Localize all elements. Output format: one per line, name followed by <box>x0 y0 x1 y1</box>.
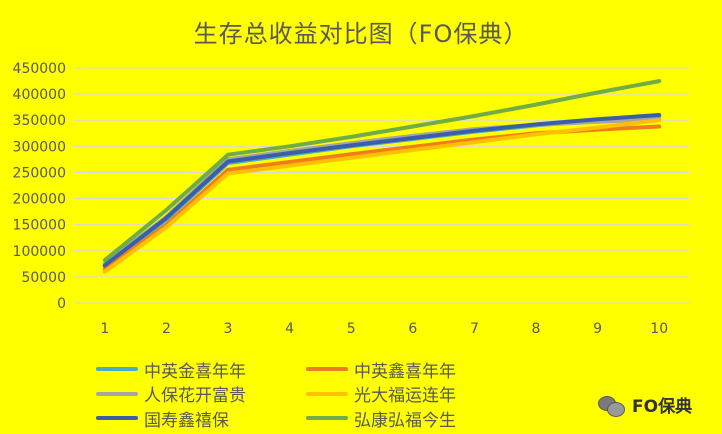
x-tick-label: 6 <box>408 321 417 337</box>
x-tick-label: 7 <box>470 321 479 337</box>
legend-item: 人保花开富贵 <box>96 383 306 407</box>
x-tick-label: 1 <box>100 321 109 337</box>
x-tick-label: 3 <box>224 321 233 337</box>
y-tick-label: 0 <box>57 296 66 312</box>
legend-item: 中英金喜年年 <box>96 358 306 382</box>
x-tick-label: 5 <box>347 321 356 337</box>
y-tick-label: 100000 <box>13 244 66 260</box>
series-line <box>102 113 662 268</box>
legend-label: 光大福运连年 <box>354 386 456 407</box>
legend-label: 国寿鑫禧保 <box>144 410 229 431</box>
y-tick-label: 150000 <box>13 218 66 234</box>
legend-item: 中英鑫喜年年 <box>306 358 516 382</box>
x-tick-label: 2 <box>162 321 171 337</box>
y-tick-label: 300000 <box>13 139 66 155</box>
chart-title: 生存总收益对比图（FO保典） <box>193 20 529 48</box>
watermark: FO保典 <box>596 392 692 417</box>
y-tick-label: 50000 <box>21 270 66 286</box>
legend-swatch <box>96 416 138 421</box>
legend-swatch <box>306 391 348 396</box>
x-tick-label: 4 <box>285 321 294 337</box>
y-tick-label: 200000 <box>13 192 66 208</box>
legend-label: 中英鑫喜年年 <box>354 361 456 382</box>
wechat-icon <box>596 394 626 417</box>
y-tick-label: 350000 <box>13 113 66 129</box>
legend-swatch <box>306 416 348 421</box>
y-tick-label: 400000 <box>13 87 66 103</box>
x-tick-label: 9 <box>593 321 602 337</box>
y-tick-label: 450000 <box>13 61 66 77</box>
legend-swatch <box>96 367 138 371</box>
y-tick-label: 250000 <box>13 165 66 181</box>
x-tick-label: 8 <box>532 321 541 337</box>
legend-item: 弘康弘福今生 <box>306 407 516 431</box>
legend-label: 人保花开富贵 <box>144 386 246 407</box>
legend-label: 中英金喜年年 <box>144 361 246 382</box>
legend-swatch <box>306 367 348 371</box>
legend-label: 弘康弘福今生 <box>354 410 456 431</box>
x-tick-label: 10 <box>650 321 668 337</box>
legend-item: 国寿鑫禧保 <box>96 407 306 431</box>
legend-swatch <box>96 391 138 396</box>
series-line <box>102 79 662 263</box>
watermark-text: FO保典 <box>632 397 693 417</box>
series-line <box>102 118 662 274</box>
legend: 中英金喜年年 中英鑫喜年年人保花开富贵 光大福运连年国寿鑫禧保 弘康弘福今生 <box>96 358 556 431</box>
legend-item: 光大福运连年 <box>306 383 516 407</box>
